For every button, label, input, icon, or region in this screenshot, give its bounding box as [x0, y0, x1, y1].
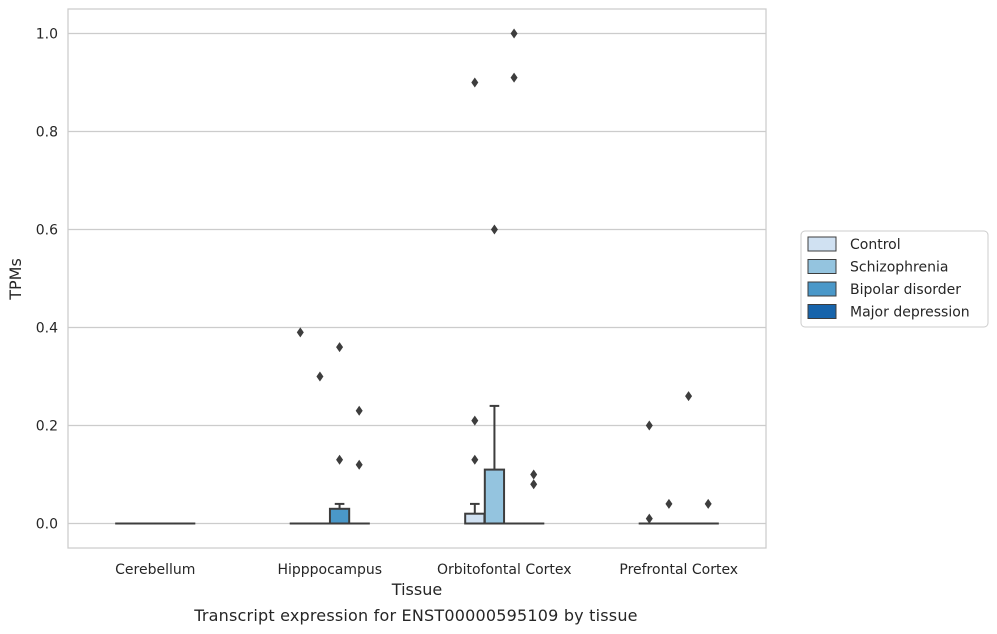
box-control — [464, 77, 486, 525]
y-tick-label: 1.0 — [36, 27, 58, 43]
legend: Control Schizophrenia Bipolar disorder Majo… — [800, 230, 989, 328]
outlier-point — [355, 459, 363, 470]
y-tick-label: 0.4 — [36, 321, 58, 337]
outlier-point — [530, 469, 538, 480]
legend-swatch — [807, 281, 837, 297]
outlier-point — [704, 498, 712, 509]
y-tick-label: 0.8 — [36, 125, 58, 141]
outlier-point — [471, 415, 479, 426]
iqr-box — [328, 507, 351, 525]
box-major-depression — [348, 405, 370, 525]
boxes — [115, 28, 719, 525]
outlier-point — [336, 342, 344, 353]
gridlines — [68, 32, 766, 525]
outlier-point — [645, 420, 653, 431]
outlier-point — [645, 513, 653, 524]
plot-area-frame — [67, 8, 767, 549]
box-major-depression — [697, 498, 719, 525]
iqr-box — [464, 512, 486, 525]
legend-swatch — [807, 236, 837, 252]
outlier-point — [510, 72, 518, 83]
box-schizophrenia — [658, 498, 680, 525]
outlier-point — [471, 454, 479, 465]
outlier-point — [336, 454, 344, 465]
legend-label: Control — [850, 237, 901, 253]
outlier-point — [530, 479, 538, 490]
iqr-box — [483, 468, 506, 525]
x-tick-label: Prefrontal Cortex — [619, 562, 738, 578]
x-tick-label: Hipppocampus — [277, 562, 382, 578]
x-tick-label: Orbitofontal Cortex — [437, 562, 572, 578]
box-control — [289, 327, 311, 525]
outlier-point — [296, 327, 304, 338]
legend-label: Major depression — [850, 305, 970, 321]
outlier-point — [510, 28, 518, 39]
outlier-point — [685, 391, 693, 402]
outlier-point — [355, 405, 363, 416]
box-bipolar-disorder — [677, 391, 700, 525]
box-schizophrenia — [483, 224, 506, 525]
y-axis-label: TPMs — [6, 258, 25, 301]
legend-frame — [800, 230, 989, 328]
y-tick-label: 0.2 — [36, 419, 58, 435]
box-bipolar-disorder — [503, 28, 525, 525]
legend-swatch — [807, 304, 837, 319]
outlier-point — [316, 371, 324, 382]
box-schizophrenia — [309, 371, 331, 525]
outlier-point — [471, 77, 479, 88]
outlier-point — [665, 498, 673, 509]
box-major-depression — [523, 469, 545, 525]
x-tick-label: Cerebellum — [115, 562, 195, 578]
x-axis-label: Tissue — [391, 580, 442, 599]
box-bipolar-disorder — [328, 342, 351, 525]
chart-caption: Transcript expression for ENST0000059510… — [194, 606, 638, 625]
legend-swatch — [807, 259, 837, 274]
outlier-point — [490, 224, 498, 235]
legend-label: Schizophrenia — [850, 260, 948, 276]
box-control — [638, 420, 660, 525]
axis-ticks: 0.0 0.2 0.4 0.6 0.8 1.0 Cerebellum Hipppocampus… — [36, 27, 738, 579]
y-tick-label: 0.6 — [36, 223, 58, 239]
y-tick-label: 0.0 — [36, 517, 58, 533]
legend-label: Bipolar disorder — [850, 282, 961, 298]
